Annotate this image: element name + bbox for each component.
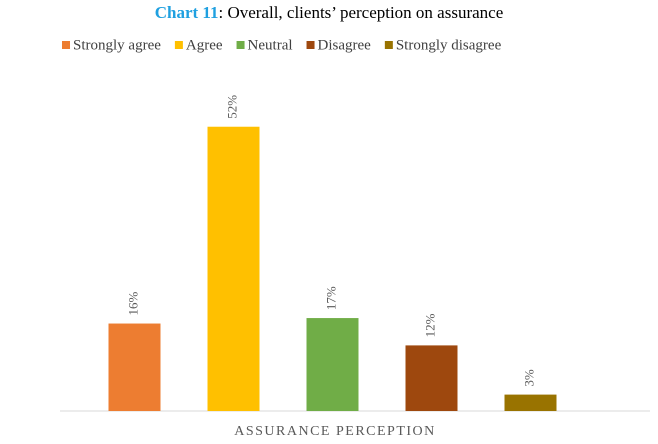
legend-label: Strongly disagree (396, 37, 502, 53)
bar (504, 394, 557, 411)
legend-swatch (62, 41, 70, 49)
chart-title: Chart 11: Overall, clients’ perception o… (155, 3, 504, 22)
bar (405, 345, 458, 411)
data-label: 52% (224, 95, 239, 119)
legend-label: Neutral (248, 37, 293, 53)
legend-swatch (174, 41, 183, 49)
x-axis-label: ASSURANCE PERCEPTION (234, 424, 436, 439)
legend-label: Disagree (318, 37, 372, 53)
legend-swatch (384, 41, 393, 49)
data-label: 12% (422, 313, 437, 337)
legend-swatch (236, 41, 245, 49)
data-label: 17% (323, 286, 338, 310)
data-label: 3% (521, 369, 536, 387)
data-label: 16% (125, 292, 140, 316)
chart-number: Chart 11 (155, 3, 219, 22)
legend-label: Strongly agree (73, 37, 161, 53)
bar (207, 126, 260, 411)
bar (108, 323, 161, 411)
chart-title-text: : Overall, clients’ perception on assura… (218, 3, 503, 22)
bar (306, 318, 359, 411)
legend-label: Agree (186, 37, 223, 53)
legend-swatch (306, 41, 315, 49)
